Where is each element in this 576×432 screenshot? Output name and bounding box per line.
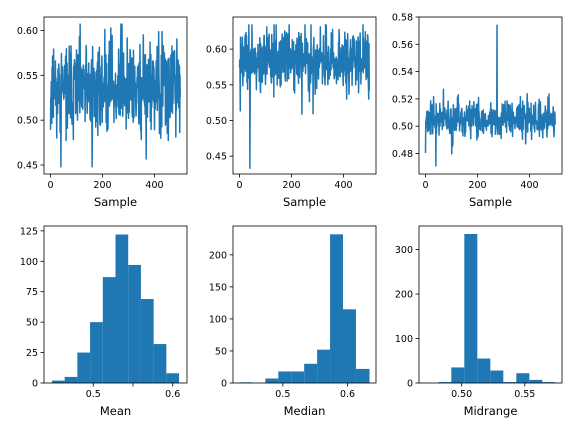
y-tick-label: 200	[209, 250, 227, 261]
axes-frame	[418, 16, 563, 175]
x-axis-label: Sample	[469, 195, 512, 209]
histogram-bar	[451, 367, 465, 383]
axes-frame	[232, 225, 377, 384]
sample-trace-line	[424, 24, 556, 167]
y-tick-label: 0.48	[392, 149, 413, 160]
y-tick-label: 100	[209, 314, 227, 325]
histogram-bar	[115, 234, 129, 383]
x-axis-label: Sample	[94, 195, 137, 209]
histogram-bar	[64, 376, 78, 383]
x-tick-label: 0.50	[451, 389, 472, 400]
x-axis-label: Midrange	[464, 404, 518, 418]
x-tick-label: 0.6	[340, 389, 355, 400]
x-tick-label: 200	[468, 180, 486, 191]
histogram-bar	[516, 373, 530, 383]
y-tick-label: 50	[215, 346, 227, 357]
histogram-bar	[102, 277, 116, 383]
y-tick-label: 150	[209, 282, 227, 293]
x-tick-label: 0.5	[86, 389, 101, 400]
histogram-bar	[90, 322, 103, 383]
histogram-median-plot: 0.5 0.6 0 50 100 150 200 Median	[209, 225, 377, 418]
y-tick-label: 0.45	[17, 161, 38, 172]
histogram-bar	[529, 379, 543, 383]
x-tick-label: 0	[47, 180, 53, 191]
y-tick-label: 100	[20, 257, 38, 268]
histogram-bar	[77, 352, 91, 383]
y-tick-label: 0	[407, 379, 413, 390]
y-tick-label: 300	[395, 245, 413, 256]
histogram-bar	[317, 349, 331, 383]
histogram-bar	[477, 358, 491, 383]
y-tick-label: 0.50	[206, 116, 227, 127]
histogram-bar	[304, 363, 318, 383]
x-tick-label: 400	[145, 180, 163, 191]
histogram-bar	[330, 234, 343, 383]
histogram-bar	[128, 264, 141, 383]
y-tick-label: 0.56	[392, 40, 413, 51]
histogram-bar	[542, 382, 556, 383]
x-axis-label: Median	[284, 404, 326, 418]
y-tick-label: 100	[395, 334, 413, 345]
y-tick-label: 0.60	[17, 26, 38, 37]
y-tick-label: 75	[26, 287, 38, 298]
histogram-bar	[278, 371, 292, 383]
y-tick-label: 0.55	[206, 80, 227, 91]
histogram-bar	[343, 309, 356, 383]
histogram-bar	[265, 378, 279, 383]
histogram-bar	[166, 373, 180, 383]
sample-trace-median-plot: 0 200 400 0.45 0.50 0.55 0.60 Sample	[206, 16, 377, 209]
histogram-bar	[355, 368, 370, 383]
x-tick-label: 0	[422, 180, 428, 191]
y-tick-label: 0.54	[392, 67, 413, 78]
sample-trace-line	[238, 24, 370, 170]
histogram-bar	[503, 382, 517, 383]
y-tick-label: 200	[395, 290, 413, 301]
x-tick-label: 0.6	[165, 389, 180, 400]
x-tick-label: 400	[334, 180, 352, 191]
sample-trace-midrange-plot: 0 200 400 0.48 0.50 0.52 0.54 0.56 0.58 Sample	[392, 13, 563, 209]
y-tick-label: 0.45	[206, 152, 227, 163]
y-tick-label: 25	[26, 348, 38, 359]
histogram-bar	[438, 382, 452, 383]
histogram-bar	[153, 344, 167, 383]
histogram-bar	[490, 370, 504, 383]
x-tick-label: 0.5	[275, 389, 290, 400]
x-tick-label: 200	[282, 180, 300, 191]
y-tick-label: 0.50	[17, 116, 38, 127]
axes-frame	[418, 225, 563, 384]
sample-trace-line	[49, 23, 181, 168]
x-axis-label: Mean	[100, 404, 131, 418]
y-tick-label: 50	[26, 318, 38, 329]
x-tick-label: 200	[93, 180, 111, 191]
y-tick-label: 0	[221, 379, 227, 390]
histogram-bar	[140, 299, 154, 383]
histogram-bar	[51, 380, 65, 383]
histogram-bar	[464, 234, 478, 383]
axes-frame	[43, 16, 188, 175]
x-tick-label: 0.55	[514, 389, 535, 400]
sample-trace-mean-plot: 0 200 400 0.45 0.50 0.55 0.60 Sample	[17, 16, 188, 209]
x-tick-label: 0	[236, 180, 242, 191]
y-tick-label: 0.50	[392, 122, 413, 133]
axes-frame	[43, 225, 188, 384]
y-tick-label: 0.58	[392, 13, 413, 24]
histogram-midrange-plot: 0.50 0.55 0 100 200 300 Midrange	[395, 225, 563, 418]
histogram-mean-plot: 0.5 0.6 0 25 50 75 100 125 Mean	[20, 225, 188, 418]
x-axis-label: Sample	[283, 195, 326, 209]
y-tick-label: 0	[32, 379, 38, 390]
axes-frame	[232, 16, 377, 175]
histogram-bar	[291, 371, 305, 383]
y-tick-label: 125	[20, 226, 38, 237]
y-tick-label: 0.60	[206, 45, 227, 56]
y-tick-label: 0.55	[17, 71, 38, 82]
x-tick-label: 400	[520, 180, 538, 191]
y-tick-label: 0.52	[392, 94, 413, 105]
